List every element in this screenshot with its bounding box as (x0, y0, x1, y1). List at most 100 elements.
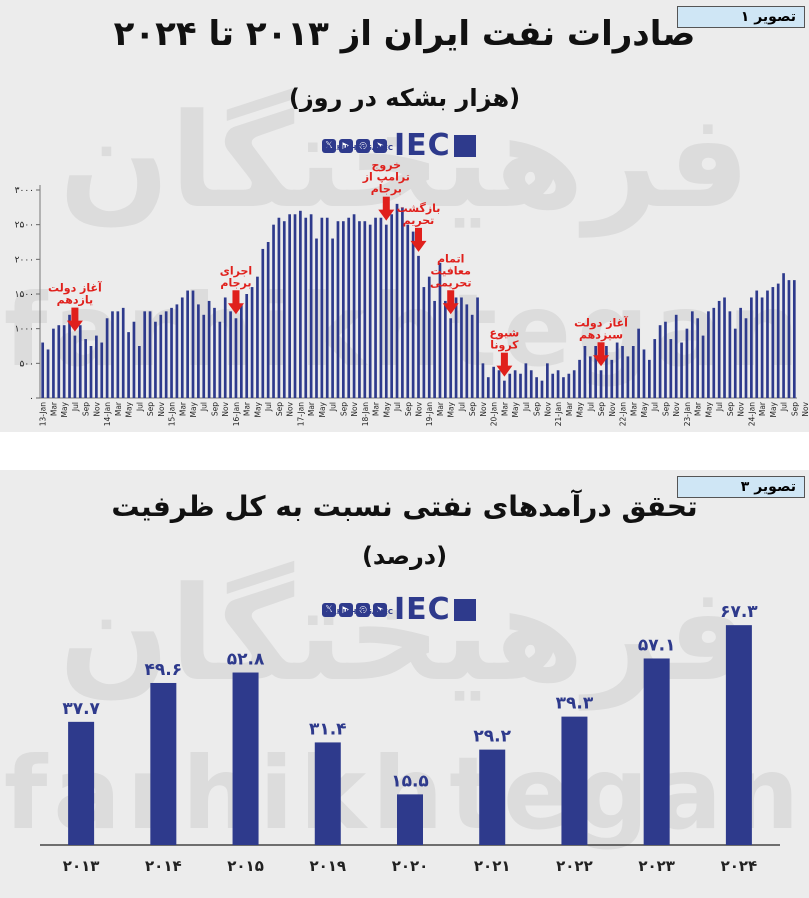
x-tick-label: Jul (264, 402, 273, 412)
x-tick-label: Sep (82, 402, 91, 416)
bar (583, 346, 587, 398)
x-tick-label: Nov (350, 401, 359, 416)
bar (137, 346, 141, 398)
bar (154, 321, 157, 398)
annotation-label: برجام (220, 276, 251, 289)
bar (707, 311, 710, 398)
bar (397, 794, 423, 845)
category-label: ۲۰۱۵ (227, 857, 264, 875)
x-tick-label: May (769, 401, 778, 417)
x-tick-label: 22-Jan (619, 402, 628, 426)
bar (293, 214, 297, 398)
x-tick-label: May (189, 401, 198, 417)
bar (792, 280, 796, 398)
x-tick-label: Sep (275, 402, 284, 416)
x-tick-label: May (318, 401, 327, 417)
data-label: ۵۲.۸ (227, 650, 265, 670)
arrow-icon (500, 352, 508, 367)
arrow-head-icon (593, 355, 610, 367)
annotation-label: معافیت (430, 264, 471, 277)
x-tick-label: 24-Jan (747, 402, 756, 426)
bar (331, 238, 334, 398)
bar (68, 314, 71, 398)
arrow-icon (597, 342, 605, 357)
brand-seal-icon (453, 598, 476, 621)
bar (712, 307, 716, 398)
bar (266, 242, 270, 398)
data-label: ۳۹.۳ (556, 694, 594, 714)
category-label: ۲۰۱۹ (309, 857, 346, 875)
bar (314, 742, 341, 845)
x-tick-label: Jul (651, 402, 660, 412)
bar (664, 321, 667, 398)
bar (454, 297, 458, 398)
bar (202, 314, 206, 398)
chart-title-1: صادرات نفت ایران از ۲۰۱۳ تا ۲۰۲۴ (113, 14, 696, 54)
x-tick-label: Jul (393, 402, 402, 412)
x-tick-label: Jul (329, 402, 338, 412)
bar (529, 370, 533, 398)
x-tick-label: Sep (533, 402, 542, 416)
bar (422, 287, 426, 398)
bar (127, 332, 130, 398)
bar (368, 224, 372, 398)
y-tick-label: ۲۰۰۰ (15, 255, 34, 265)
bar (170, 307, 173, 398)
annotation-label: شیوع (490, 327, 520, 340)
bar (374, 217, 377, 398)
data-label: ۶۷.۳ (720, 602, 758, 622)
x-tick-label: Mar (114, 401, 123, 416)
bar (524, 363, 528, 398)
bar (180, 297, 184, 398)
data-label: ۱۵.۵ (391, 771, 429, 791)
arrow-icon (382, 196, 390, 211)
bar (637, 328, 640, 398)
x-tick-label: May (511, 401, 520, 417)
x-tick-label: Sep (339, 402, 348, 416)
x-tick-label: Nov (92, 401, 101, 416)
x-tick-label: May (60, 401, 69, 417)
data-label: ۳۷.۷ (62, 699, 100, 719)
category-label: ۲۰۲۱ (474, 857, 511, 875)
x-tick-label: Jul (780, 402, 789, 412)
x-tick-label: Nov (479, 401, 488, 416)
bar (626, 356, 630, 398)
bar (352, 214, 356, 398)
bar (191, 290, 195, 398)
bar (669, 339, 673, 398)
bar (309, 214, 313, 398)
x-tick-label: 14-Jan (103, 402, 112, 426)
x-tick-label: 16-Jan (232, 402, 241, 426)
bar (315, 238, 318, 398)
x-tick-label: May (253, 401, 262, 417)
bar (401, 207, 404, 398)
y-tick-label: ۰ (29, 394, 34, 404)
arrow-icon (447, 290, 455, 305)
chart-subtitle-2: (درصد) (361, 542, 448, 570)
bar (347, 217, 351, 398)
x-tick-label: Sep (404, 402, 413, 416)
instagram-icon: ◎ (356, 602, 370, 617)
annotation-label: تحریمی (430, 276, 472, 289)
bar (41, 342, 45, 398)
bar (599, 370, 603, 398)
bar (771, 287, 775, 398)
bar (631, 346, 635, 398)
bar (363, 221, 367, 398)
x-tick-label: Nov (157, 401, 166, 416)
arrow-head-icon (227, 303, 244, 315)
bar (621, 346, 624, 398)
x-tick-label: Sep (468, 402, 477, 416)
bar (648, 359, 651, 398)
bar (256, 276, 259, 398)
bar (68, 721, 95, 845)
bar (755, 290, 759, 398)
bar (690, 311, 694, 398)
bar (148, 311, 152, 398)
x-tick-label: Jul (715, 402, 724, 412)
bar (245, 294, 249, 398)
arrow-head-icon (496, 365, 513, 377)
